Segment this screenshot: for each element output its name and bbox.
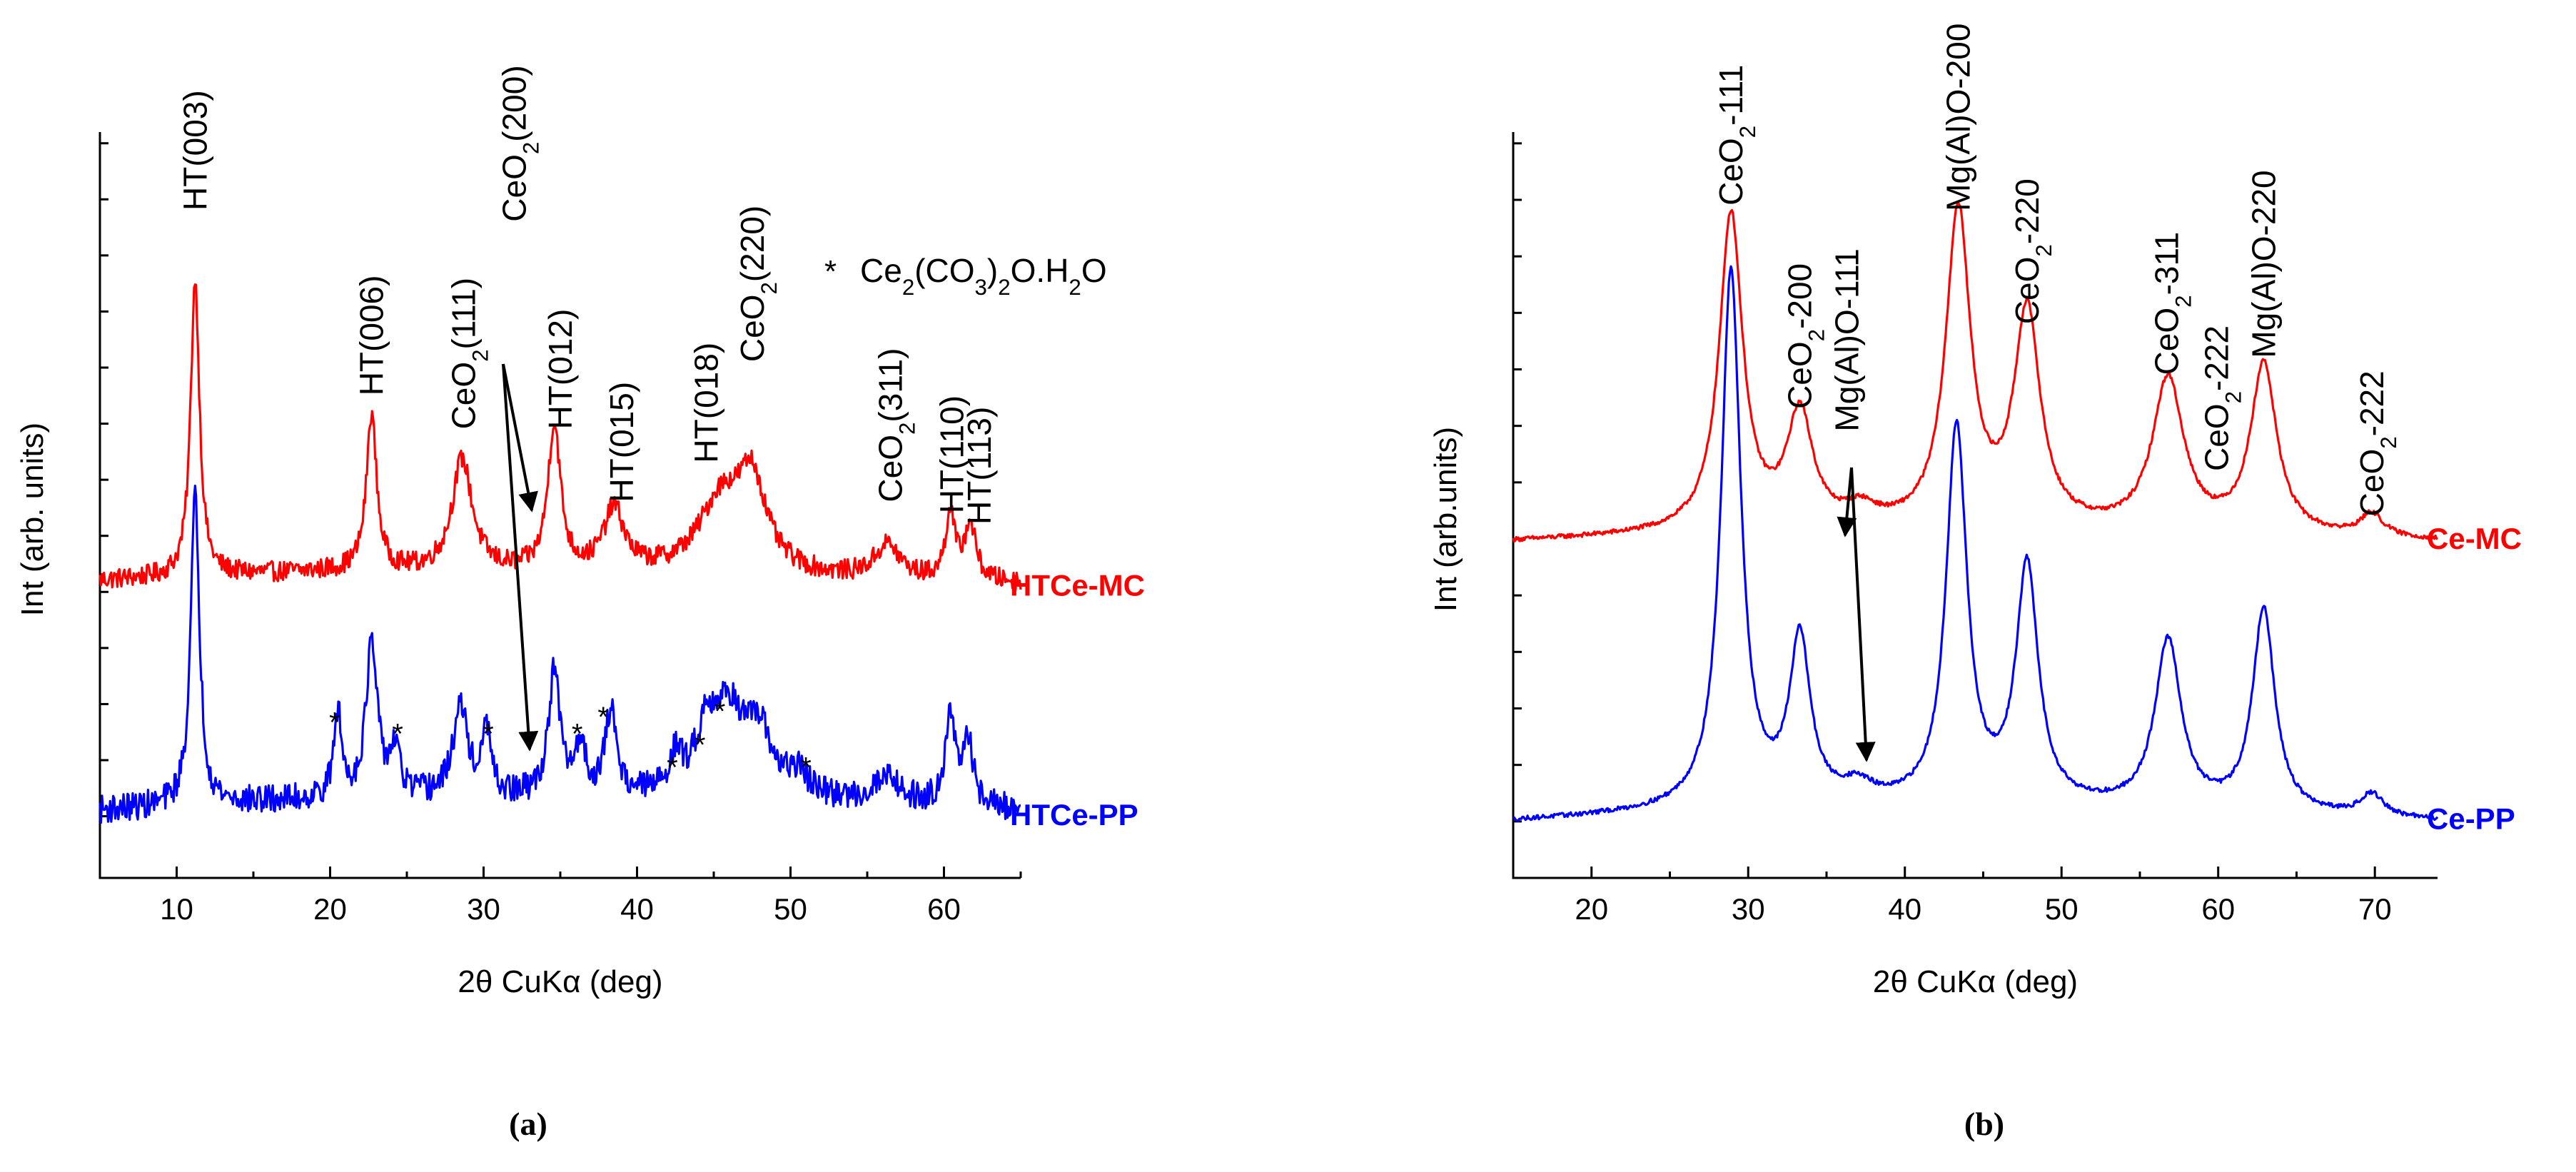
- annotation-arrow: [1837, 467, 1857, 537]
- x-tick-label: 30: [467, 892, 500, 926]
- series-line-ce-mc: [1512, 201, 2438, 543]
- series-label: Ce-MC: [2427, 522, 2522, 555]
- asterisk-marker: *: [694, 729, 706, 761]
- asterisk-marker: *: [329, 707, 340, 739]
- series-line-ce-pp: [1512, 265, 2439, 822]
- peak-label: HT(012): [542, 309, 579, 430]
- y-axis-title: Int (arb.units): [1428, 427, 1463, 612]
- x-tick-label: 20: [1575, 892, 1608, 926]
- legend-text: Ce2(CO3)2O.H2O: [860, 252, 1107, 300]
- x-tick-label: 50: [2045, 892, 2079, 926]
- peak-label: CeO2(220): [734, 206, 782, 362]
- peak-label: HT(018): [687, 343, 724, 463]
- peak-label: CeO2(311): [872, 348, 919, 502]
- series-line-htce-mc: [99, 283, 1022, 592]
- legend-marker: *: [824, 254, 837, 289]
- peak-label: CeO2-222: [2198, 325, 2246, 471]
- x-tick-label: 60: [927, 892, 961, 926]
- series-label: HTCe-MC: [1010, 569, 1145, 602]
- series-label: HTCe-PP: [1010, 798, 1138, 832]
- peak-label: CeO2(200): [496, 65, 544, 221]
- peak-label: HT(006): [353, 276, 390, 396]
- series-label: Ce-PP: [2427, 802, 2515, 836]
- peak-label: CeO2-111: [1712, 65, 1760, 206]
- asterisk-marker: *: [483, 718, 494, 749]
- panel-b: 20 30 40 50 60 70 2θ CuKα (deg) Int (arb.units)…: [1428, 24, 2522, 1142]
- peak-label: CeO2(111): [445, 278, 493, 430]
- x-tick-label: 30: [1732, 892, 1765, 926]
- y-axis-title: Int (arb. units): [15, 423, 50, 616]
- asterisk-marker: *: [572, 718, 583, 749]
- peak-label: HT(110): [933, 395, 970, 513]
- peak-label: CeO2-220: [2009, 178, 2056, 324]
- asterisk-marker: *: [392, 718, 403, 749]
- annotation-arrow: [502, 363, 539, 752]
- annotation-arrow: [1850, 467, 1876, 762]
- x-tick-label: 60: [2201, 892, 2235, 926]
- peak-label: HT(003): [176, 90, 213, 211]
- asterisk-marker: *: [597, 702, 609, 733]
- asterisk-marker: *: [800, 752, 812, 784]
- annotation-arrow: [502, 363, 538, 512]
- panel-sublabel: (a): [509, 1106, 547, 1142]
- peak-label: HT(113): [961, 407, 998, 525]
- x-axis-title: 2θ CuKα (deg): [458, 964, 662, 999]
- peak-label: CeO2-222: [2353, 370, 2401, 516]
- x-tick-label: 40: [620, 892, 654, 926]
- panel-sublabel: (b): [1964, 1106, 2004, 1142]
- peak-label: CeO2-200: [1782, 263, 1829, 409]
- peak-label: Mg(Al)O-200: [1939, 24, 1976, 211]
- peak-label: Mg(Al)O-111: [1829, 248, 1866, 431]
- peak-label: HT(015): [603, 382, 640, 502]
- x-tick-label: 50: [774, 892, 807, 926]
- x-axis-title: 2θ CuKα (deg): [1873, 964, 2078, 999]
- asterisk-marker: *: [714, 696, 726, 727]
- x-tick-label: 40: [1888, 892, 1921, 926]
- peak-label: Mg(Al)O-220: [2245, 170, 2282, 358]
- peak-label: CeO2-311: [2148, 232, 2196, 375]
- panel-a: 10 20 30 40 50 60 2θ CuKα (deg) Int (arb. units…: [15, 65, 1145, 1142]
- x-tick-label: 20: [313, 892, 347, 926]
- x-tick-label: 70: [2358, 892, 2392, 926]
- asterisk-marker: *: [667, 752, 678, 784]
- legend-note: * Ce2(CO3)2O.H2O: [824, 252, 1107, 300]
- x-tick-label: 10: [160, 892, 193, 926]
- series-line-htce-pp: [99, 485, 1021, 824]
